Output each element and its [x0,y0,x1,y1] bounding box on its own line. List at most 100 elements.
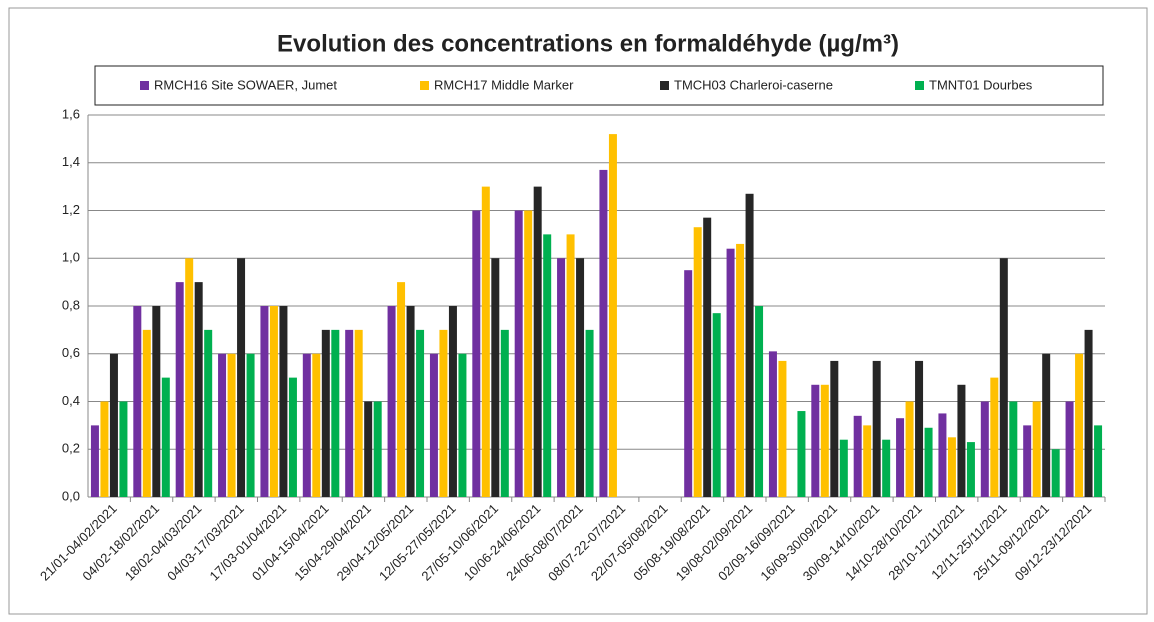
bar [703,217,712,497]
legend-label: RMCH16 Site SOWAER, Jumet [154,77,337,92]
legend-label: TMNT01 Dourbes [929,77,1033,92]
bar [839,439,848,497]
bar [1094,425,1103,497]
bar [712,313,721,497]
bar [194,282,203,497]
bar [397,282,406,497]
bar [100,401,109,497]
bar [260,306,269,497]
bar [684,270,693,497]
bar [905,401,914,497]
legend-swatch [915,81,924,90]
bar [500,329,509,497]
bar [472,210,481,497]
bar [999,258,1008,497]
legend-swatch [140,81,149,90]
bar [429,353,438,497]
bar [557,258,566,497]
bar [585,329,594,497]
bar [830,360,839,497]
bar [957,384,966,497]
bar [345,329,354,497]
bar [990,377,999,497]
bar [439,329,448,497]
bar [1023,425,1032,497]
bar [227,353,236,497]
bar [387,306,396,497]
bar [811,384,820,497]
bar [119,401,128,497]
bar [576,258,585,497]
bar [1009,401,1018,497]
bar [373,401,382,497]
bar [745,193,754,497]
bar [142,329,151,497]
bar [448,306,457,497]
bar [853,415,862,497]
bar [406,306,415,497]
bar [938,413,947,497]
chart-title: Evolution des concentrations en formaldé… [277,30,899,57]
legend-swatch [660,81,669,90]
bar [133,306,142,497]
bar [820,384,829,497]
bar [1075,353,1084,497]
bar [1042,353,1051,497]
y-tick-label: 0,0 [62,488,80,503]
bar [218,353,227,497]
bar [768,351,777,497]
bar [1065,401,1074,497]
bar [185,258,194,497]
y-tick-label: 1,0 [62,250,80,265]
bar [269,306,278,497]
bar [1084,329,1093,497]
bar [882,439,891,497]
bar [416,329,425,497]
bar [966,442,975,497]
bar [872,360,881,497]
bar [924,427,933,497]
y-tick-label: 1,4 [62,154,80,169]
bar [896,418,905,497]
bar [566,234,575,497]
bar [947,437,956,497]
bar [331,329,340,497]
bar [175,282,184,497]
y-tick-label: 1,2 [62,202,80,217]
bar [279,306,288,497]
legend-label: TMCH03 Charleroi-caserne [674,77,833,92]
bar [491,258,500,497]
bar [980,401,989,497]
bar [524,210,533,497]
bar [1051,449,1060,497]
bar [90,425,99,497]
bar [237,258,246,497]
bar [599,169,608,497]
bar [204,329,213,497]
bar [364,401,373,497]
bar [246,353,255,497]
bar [481,186,490,497]
bar [321,329,330,497]
bar [1032,401,1041,497]
bar [152,306,161,497]
bar [288,377,297,497]
y-tick-label: 0,4 [62,393,80,408]
bar [755,306,764,497]
bar [161,377,170,497]
bar [915,360,924,497]
bar [543,234,552,497]
bar [693,227,702,497]
bar [863,425,872,497]
bar [726,248,735,497]
bar [797,411,806,497]
legend-box [94,65,1104,106]
y-tick-label: 0,8 [62,297,80,312]
bar [312,353,321,497]
bar [778,360,787,497]
bar [302,353,311,497]
y-tick-label: 1,6 [62,106,80,121]
legend-label: RMCH17 Middle Marker [434,77,574,92]
bar [354,329,363,497]
